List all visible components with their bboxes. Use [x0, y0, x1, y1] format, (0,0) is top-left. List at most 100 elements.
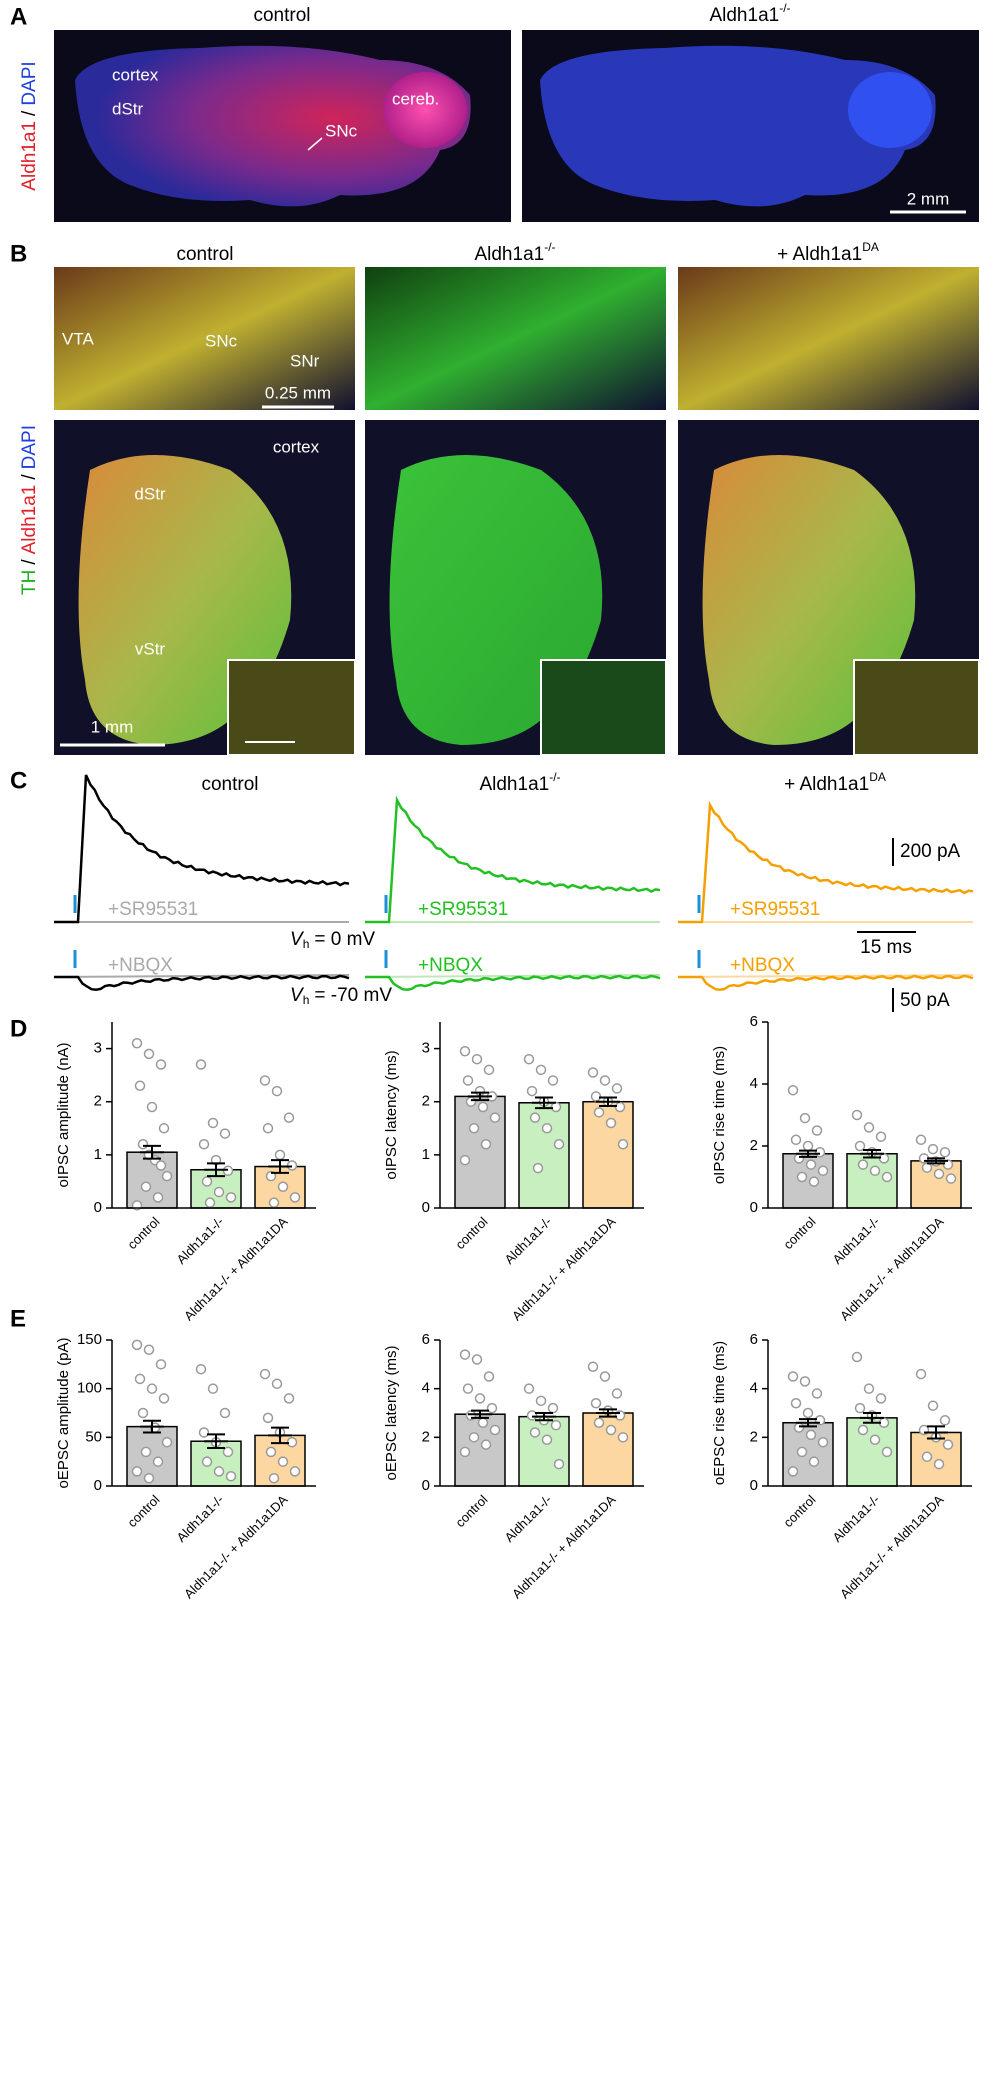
holding-symbol: V: [290, 929, 305, 950]
y-tick-label: 2: [422, 1093, 430, 1110]
panel-title: control: [253, 5, 310, 26]
error-bar: [860, 1149, 884, 1159]
title-sup: DA: [869, 770, 886, 784]
label-part: Aldh1a1: [19, 485, 40, 555]
data-point: [462, 1075, 474, 1086]
error-bar: [140, 1419, 164, 1434]
data-point: [599, 1075, 611, 1086]
inset: [853, 659, 980, 756]
data-point: [155, 1359, 167, 1370]
antagonist-label: +NBQX: [108, 955, 173, 976]
data-point: [271, 1378, 283, 1390]
label-part: DAPI: [19, 425, 40, 469]
data-point: [204, 1197, 216, 1208]
data-point: [201, 1176, 213, 1187]
antagonist-label: +NBQX: [418, 955, 483, 976]
annotation: VTA: [62, 329, 94, 348]
data-point: [526, 1410, 538, 1421]
data-point: [814, 1146, 826, 1158]
label-part: /: [19, 110, 40, 116]
panel-title: Aldh1a1-/-: [479, 770, 560, 795]
data-point: [881, 1171, 893, 1183]
holding-symbol: V: [290, 985, 305, 1006]
label-part: Aldh1a1: [19, 121, 40, 191]
data-point: [817, 1165, 829, 1177]
x-tick-label: Aldh1a1-/-: [830, 1492, 883, 1545]
data-point: [921, 1162, 933, 1173]
data-point: [155, 1059, 167, 1070]
bar: [582, 1412, 634, 1487]
y-tick-label: 0: [422, 1199, 430, 1216]
error-bar: [140, 1144, 164, 1160]
data-point: [802, 1140, 814, 1152]
data-point: [942, 1439, 954, 1450]
scale-label: 2 mm: [907, 189, 950, 208]
data-point: [933, 1168, 945, 1180]
error-bar: [204, 1433, 228, 1450]
data-point: [532, 1162, 544, 1174]
data-point: [547, 1075, 559, 1086]
data-point: [271, 1085, 283, 1097]
x-tick-label: control: [452, 1492, 490, 1530]
antagonist-label: +NBQX: [730, 955, 795, 976]
bar-chart: oIPSC amplitude (nA) control Aldh1a1-/-Ald…: [55, 1022, 316, 1323]
traces: [53, 774, 974, 991]
error-bar: [268, 1159, 292, 1174]
x-tick-label: control: [780, 1492, 818, 1530]
error-bar: [596, 1408, 620, 1418]
scale-label: 200 pA: [900, 841, 961, 862]
panel-title: control: [201, 774, 258, 795]
data-point: [277, 1181, 289, 1192]
data-point: [131, 1339, 143, 1351]
y-tick-label: 2: [94, 1093, 102, 1110]
data-point: [875, 1131, 887, 1142]
error-bar: [860, 1412, 884, 1424]
y-tick-label: 3: [422, 1040, 430, 1057]
data-point: [462, 1383, 474, 1394]
data-point: [286, 1160, 298, 1171]
data-point: [219, 1407, 231, 1419]
label-part: /: [19, 474, 40, 480]
data-point: [131, 1038, 143, 1049]
data-point: [262, 1412, 274, 1424]
data-point: [617, 1138, 629, 1150]
panel-label: C: [10, 767, 27, 794]
error-bar: [204, 1162, 228, 1178]
data-point: [471, 1053, 483, 1065]
data-point: [222, 1165, 234, 1177]
holding-sub: h: [303, 993, 310, 1007]
title-base: control: [176, 244, 233, 265]
data-point: [259, 1075, 271, 1086]
brain-section: [540, 45, 936, 207]
x-tick-label: Aldh1a1-/-: [174, 1492, 227, 1545]
panel-label: B: [10, 240, 27, 267]
data-point: [808, 1176, 820, 1187]
data-point: [225, 1192, 237, 1203]
data-point: [489, 1112, 501, 1123]
data-point: [222, 1446, 234, 1458]
data-point: [605, 1424, 617, 1436]
error-bar: [796, 1149, 820, 1158]
y-axis-label: oEPSC rise time (ms): [711, 1341, 728, 1485]
data-point: [593, 1417, 605, 1428]
data-point: [529, 1427, 541, 1438]
bar-chart: oEPSC amplitude (pA) control Aldh1a1-/-Ald…: [55, 1331, 316, 1601]
bar: [910, 1160, 962, 1209]
holding-sub: h: [303, 937, 310, 951]
data-point: [933, 1458, 945, 1470]
y-tick-label: 0: [422, 1477, 430, 1494]
data-point: [459, 1154, 471, 1166]
y-tick-label: 2: [750, 1137, 758, 1154]
y-tick-label: 0: [750, 1199, 758, 1216]
trace: [677, 974, 974, 978]
data-point: [863, 1383, 875, 1394]
antagonist-label: +SR95531: [730, 899, 820, 920]
data-point: [617, 1432, 629, 1443]
bar-chart: oIPSC latency (ms) control Aldh1a1-/-Aldh1…: [383, 1022, 644, 1323]
y-axis-label: oIPSC latency (ms): [383, 1050, 400, 1179]
data-point: [465, 1096, 477, 1107]
data-point: [198, 1427, 210, 1438]
data-point: [535, 1064, 547, 1076]
data-point: [198, 1138, 210, 1150]
